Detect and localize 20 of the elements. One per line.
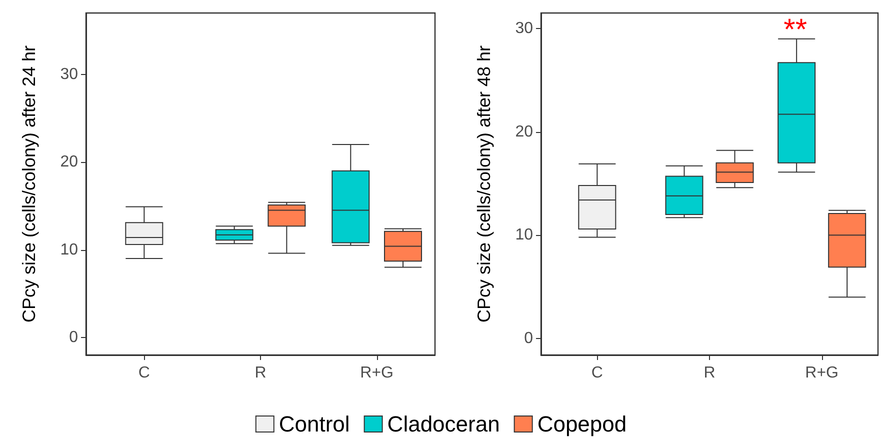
x-tick-label: C <box>138 364 150 382</box>
legend-label: Cladoceran <box>387 412 500 436</box>
x-tick-label: R+G <box>805 364 839 382</box>
y-tick-label: 10 <box>515 226 534 244</box>
y-tick-label: 30 <box>515 20 534 37</box>
y-tick-label: 0 <box>524 330 534 347</box>
x-tick-label: R <box>254 364 266 382</box>
y-axis-title: CPcy size (cells/colony) after 48 hr <box>474 45 494 323</box>
legend-label: Control <box>278 412 350 436</box>
annotation: ** <box>784 14 808 46</box>
x-tick-label: R+G <box>360 364 394 382</box>
y-tick-label: 10 <box>60 241 78 258</box>
y-tick-label: 30 <box>60 66 78 83</box>
y-tick-label: 0 <box>69 328 78 346</box>
y-axis-title: CPcy size (cells/colony) after 24 hr <box>19 45 39 323</box>
x-tick-label: C <box>591 364 603 382</box>
legend-label: Copepod <box>537 412 627 436</box>
y-tick-label: 20 <box>60 154 78 171</box>
x-tick-label: R <box>704 364 716 382</box>
y-tick-label: 20 <box>515 123 534 140</box>
